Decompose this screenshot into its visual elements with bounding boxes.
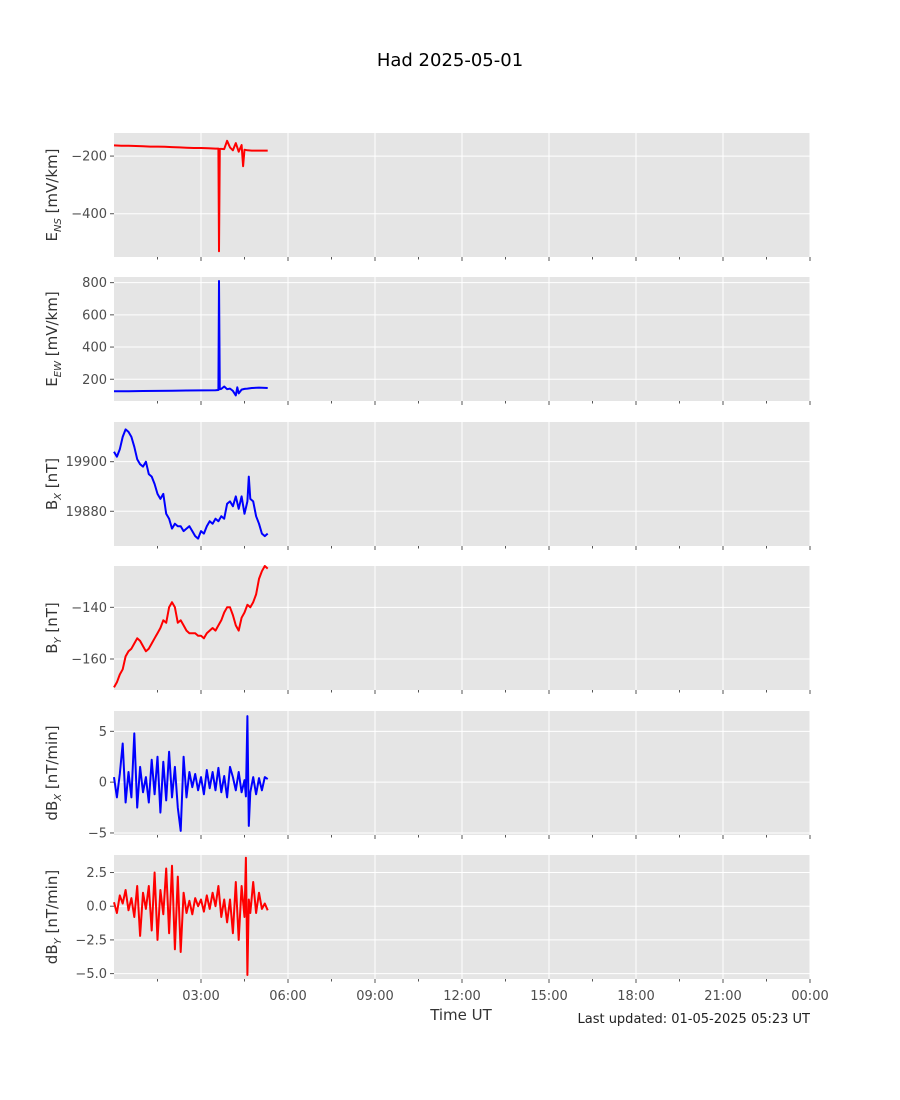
y-tick-label: 0 <box>99 776 107 791</box>
x-tick-label: 03:00 <box>182 989 219 1004</box>
panel-eew: 200 400 600 800 EEW [mV/km] <box>43 276 811 405</box>
series-line-dby <box>113 856 269 976</box>
y-tick-label: −200 <box>71 150 107 165</box>
y-axis-label-unit: [mV/km] <box>43 148 61 218</box>
y-axis-label-main: E <box>43 232 61 241</box>
y-axis-label-subscript: Y <box>53 636 64 643</box>
y-axis-label: EEW [mV/km] <box>43 291 64 386</box>
x-axis-label: Time UT <box>429 1006 492 1024</box>
series-line-by <box>113 565 269 688</box>
panel-by: −140 −160 BY [nT] <box>43 565 811 694</box>
series-line-eew <box>113 280 268 397</box>
y-tick-label: −400 <box>71 207 107 222</box>
chart-title: Had 2025-05-01 <box>376 50 524 71</box>
y-tick-label: −140 <box>71 601 107 616</box>
y-axis-label: ENS [mV/km] <box>43 148 64 241</box>
series-line-ens <box>113 139 268 253</box>
y-tick-label: −160 <box>71 653 107 668</box>
y-tick-label: −5.0 <box>75 967 107 982</box>
y-tick-label: −2.5 <box>75 933 107 948</box>
x-tick-label: 09:00 <box>356 989 393 1004</box>
y-axis-label-subscript: EW <box>53 360 64 377</box>
y-tick-label: 19880 <box>66 505 107 520</box>
shared-x-axis: 03:00 06:00 09:00 12:00 15:00 18:00 21:00 00:00 <box>182 989 828 1004</box>
y-axis-label-unit: [nT/min] <box>43 870 61 938</box>
y-tick-label: 600 <box>82 308 107 323</box>
x-tick-label: 00:00 <box>791 989 828 1004</box>
x-tick-label: 18:00 <box>617 989 654 1004</box>
x-tick-label: 12:00 <box>443 989 480 1004</box>
y-tick-label: 800 <box>82 276 107 291</box>
y-axis-label-main: dB <box>43 801 61 821</box>
y-axis-label: dBX [nT/min] <box>43 725 64 820</box>
y-tick-label: 5 <box>99 725 107 740</box>
y-axis-label-main: B <box>43 500 61 510</box>
panel-ens: −200 −400 ENS [mV/km] <box>43 133 811 261</box>
y-axis-label-unit: [nT/min] <box>43 725 61 793</box>
y-tick-label: 400 <box>82 341 107 356</box>
y-axis-label-main: dB <box>43 944 61 964</box>
y-axis-label-unit: [mV/km] <box>43 291 61 361</box>
y-axis-label-main: E <box>43 377 61 386</box>
panel-dby: 2.5 0.0 −2.5 −5.0 dBY [nT/min] <box>43 855 811 983</box>
y-axis-label-unit: [nT] <box>43 602 61 637</box>
y-axis-label: dBY [nT/min] <box>43 870 64 964</box>
y-tick-label: 200 <box>82 373 107 388</box>
y-tick-label: 19900 <box>66 455 107 470</box>
x-tick-label: 21:00 <box>704 989 741 1004</box>
y-axis-label: BY [nT] <box>43 602 64 654</box>
y-tick-label: 0.0 <box>86 900 107 915</box>
x-tick-label: 15:00 <box>530 989 567 1004</box>
y-axis-label-subscript: X <box>53 793 64 802</box>
y-axis-label-subscript: Y <box>53 937 64 944</box>
y-axis-label-main: B <box>43 643 61 653</box>
series-line-bx <box>113 428 269 540</box>
last-updated-text: Last updated: 01-05-2025 05:23 UT <box>577 1012 810 1027</box>
y-tick-label: 2.5 <box>86 866 107 881</box>
panel-dbx: 5 0 −5 dBX [nT/min] <box>43 711 811 841</box>
y-axis-label-subscript: X <box>53 492 64 501</box>
y-axis-label: BX [nT] <box>43 458 64 510</box>
y-tick-label: −5 <box>88 826 107 841</box>
x-tick-label: 06:00 <box>269 989 306 1004</box>
y-axis-label-unit: [nT] <box>43 458 61 493</box>
y-axis-label-subscript: NS <box>53 218 64 232</box>
series-line-dbx <box>113 715 269 832</box>
